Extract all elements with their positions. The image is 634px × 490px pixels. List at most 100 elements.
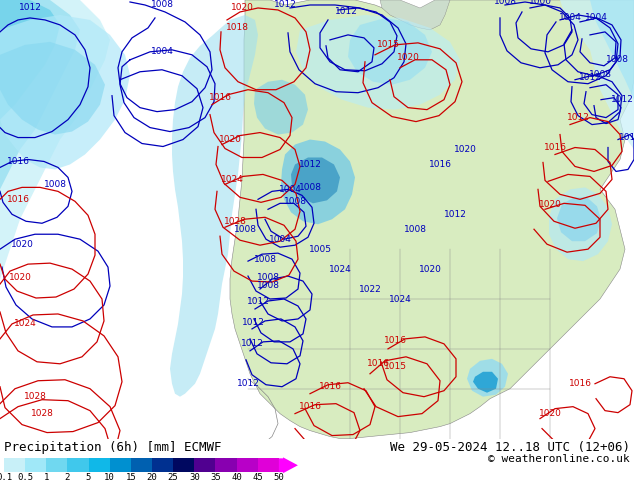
Text: 1012: 1012 xyxy=(242,318,264,327)
Polygon shape xyxy=(348,18,432,85)
Text: 1020: 1020 xyxy=(9,272,32,282)
Bar xyxy=(216,458,236,472)
Text: 1020: 1020 xyxy=(219,135,242,144)
Polygon shape xyxy=(473,372,498,392)
Text: 50: 50 xyxy=(273,473,284,482)
Polygon shape xyxy=(281,140,355,224)
Text: 1008: 1008 xyxy=(257,281,280,290)
Text: 1004: 1004 xyxy=(585,13,607,23)
Text: 1016: 1016 xyxy=(384,336,406,345)
Polygon shape xyxy=(296,15,460,110)
Text: 1016: 1016 xyxy=(569,379,592,388)
Text: 45: 45 xyxy=(252,473,263,482)
Bar xyxy=(257,458,279,472)
Text: 5: 5 xyxy=(86,473,91,482)
Text: 1028: 1028 xyxy=(224,217,247,226)
Bar xyxy=(236,458,257,472)
Polygon shape xyxy=(0,0,110,279)
Polygon shape xyxy=(467,359,508,397)
Text: 1016: 1016 xyxy=(366,359,389,368)
Polygon shape xyxy=(254,80,308,135)
Text: 1020: 1020 xyxy=(538,200,562,209)
Text: 1022: 1022 xyxy=(359,285,382,294)
Text: 1005: 1005 xyxy=(309,245,332,254)
Text: Precipitation (6h) [mm] ECMWF: Precipitation (6h) [mm] ECMWF xyxy=(4,441,221,454)
Text: 0.5: 0.5 xyxy=(17,473,33,482)
Text: We 29-05-2024 12..18 UTC (12+06): We 29-05-2024 12..18 UTC (12+06) xyxy=(390,441,630,454)
Bar xyxy=(194,458,216,472)
Text: 1012: 1012 xyxy=(335,7,358,17)
Polygon shape xyxy=(590,0,634,99)
Text: 1020: 1020 xyxy=(538,409,562,418)
Text: 1020: 1020 xyxy=(231,3,254,12)
Polygon shape xyxy=(380,0,450,30)
Text: 1012: 1012 xyxy=(579,73,602,82)
Text: 1: 1 xyxy=(44,473,49,482)
Text: 15: 15 xyxy=(126,473,136,482)
Bar xyxy=(25,458,46,472)
Text: 1012: 1012 xyxy=(299,160,321,169)
Bar xyxy=(67,458,89,472)
Text: 1008: 1008 xyxy=(493,0,517,6)
Text: 1024: 1024 xyxy=(389,294,411,303)
Bar xyxy=(131,458,152,472)
Text: 1016: 1016 xyxy=(6,195,30,204)
Text: 1015: 1015 xyxy=(377,40,399,49)
Text: 1008: 1008 xyxy=(150,0,174,9)
Text: 1016: 1016 xyxy=(6,157,30,166)
Text: 1028: 1028 xyxy=(23,392,46,401)
Text: 1008: 1008 xyxy=(254,255,276,264)
Text: 1008: 1008 xyxy=(299,183,321,192)
Text: 0.1: 0.1 xyxy=(0,473,12,482)
Text: 35: 35 xyxy=(210,473,221,482)
Bar xyxy=(4,458,25,472)
Text: 1016: 1016 xyxy=(429,160,451,169)
Text: 1016: 1016 xyxy=(318,382,342,391)
Text: 1004: 1004 xyxy=(559,13,581,23)
Text: 1012: 1012 xyxy=(619,133,634,142)
Bar xyxy=(173,458,194,472)
Text: 10: 10 xyxy=(105,473,115,482)
Text: 1012: 1012 xyxy=(240,340,264,348)
Text: 1012: 1012 xyxy=(611,95,633,104)
Text: 1020: 1020 xyxy=(418,265,441,273)
Text: 1028: 1028 xyxy=(30,409,53,418)
Text: 1008: 1008 xyxy=(605,55,628,64)
Polygon shape xyxy=(291,157,340,203)
Text: 1012: 1012 xyxy=(444,210,467,219)
Polygon shape xyxy=(0,15,130,170)
Text: 1016: 1016 xyxy=(209,93,231,102)
Text: 25: 25 xyxy=(168,473,179,482)
Text: 1004: 1004 xyxy=(278,185,301,194)
Text: 1016: 1016 xyxy=(543,143,567,152)
Polygon shape xyxy=(230,0,634,439)
Polygon shape xyxy=(0,0,80,189)
Bar xyxy=(152,458,173,472)
Text: 30: 30 xyxy=(189,473,200,482)
Text: 1020: 1020 xyxy=(11,240,34,249)
Polygon shape xyxy=(560,0,634,149)
Text: 1004: 1004 xyxy=(150,48,174,56)
Text: 1024: 1024 xyxy=(221,175,243,184)
Text: 1018: 1018 xyxy=(226,24,249,32)
Text: 2: 2 xyxy=(65,473,70,482)
Text: 1020: 1020 xyxy=(453,145,476,154)
Polygon shape xyxy=(557,197,601,241)
Text: 20: 20 xyxy=(146,473,157,482)
Text: 1024: 1024 xyxy=(13,319,36,328)
Text: 1008: 1008 xyxy=(233,225,257,234)
Bar xyxy=(89,458,110,472)
Polygon shape xyxy=(170,15,258,397)
Bar xyxy=(110,458,131,472)
Text: 1012: 1012 xyxy=(273,0,297,9)
Polygon shape xyxy=(0,0,60,120)
Text: 1008: 1008 xyxy=(44,180,67,189)
Text: 1008: 1008 xyxy=(588,70,612,79)
Text: 1012: 1012 xyxy=(247,296,269,305)
Polygon shape xyxy=(549,187,612,261)
Text: 1012: 1012 xyxy=(236,379,259,388)
Polygon shape xyxy=(0,42,105,135)
Text: 1015: 1015 xyxy=(384,362,406,371)
Text: 1020: 1020 xyxy=(396,53,420,62)
FancyArrow shape xyxy=(279,457,298,473)
